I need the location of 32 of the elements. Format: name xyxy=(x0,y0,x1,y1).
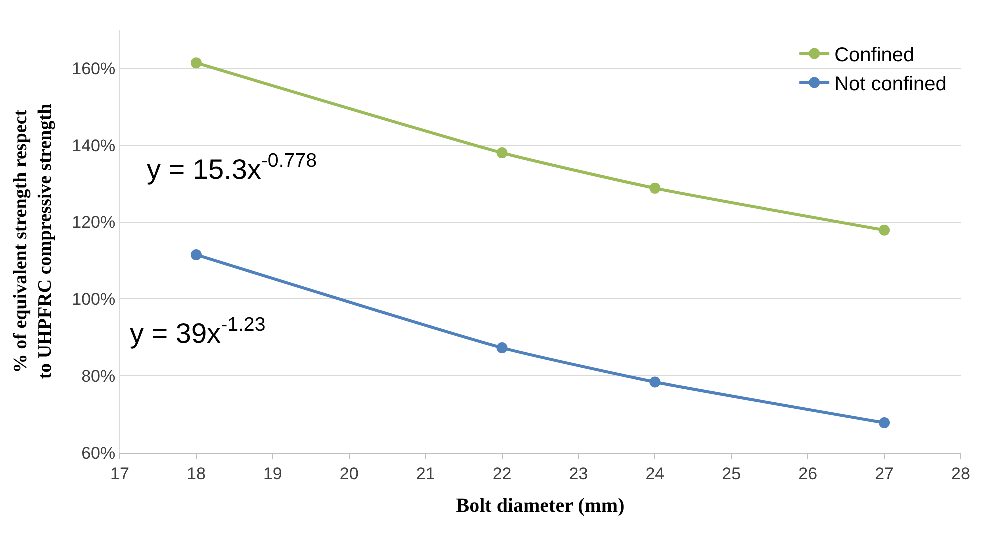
x-tick-label: 28 xyxy=(952,464,970,484)
y-tick-label: 100% xyxy=(72,290,116,310)
x-tick-label: 18 xyxy=(186,464,206,484)
y-axis-title: % of equivalent strength respect to UHPFRC compressive strength xyxy=(10,103,56,380)
x-tick-label: 27 xyxy=(875,464,894,484)
annotation: y = 39x$^{-1.23}$ xyxy=(130,314,266,349)
point xyxy=(879,224,890,236)
y-tick-label: 160% xyxy=(72,59,116,78)
point xyxy=(190,58,202,69)
x-tick-label: 23 xyxy=(569,464,588,484)
x-tick-label: 21 xyxy=(416,464,436,484)
y-tick-label: 140% xyxy=(72,136,116,156)
x-tick-label: 22 xyxy=(492,464,512,484)
point xyxy=(650,376,661,388)
point xyxy=(190,249,202,260)
point xyxy=(879,418,890,429)
point xyxy=(496,342,508,354)
x-axis-title: Bolt diameter (mm) xyxy=(456,494,625,517)
x-tick-label: 25 xyxy=(722,464,742,484)
y-tick-label: 120% xyxy=(72,213,116,232)
x-tick-label: 20 xyxy=(340,464,359,484)
x-tick-label: 19 xyxy=(263,464,282,484)
y-tick-label: 60% xyxy=(82,444,116,463)
y-tick-label: 80% xyxy=(82,367,116,386)
x-tick-label: 24 xyxy=(646,464,665,484)
x-tick-label: 17 xyxy=(110,464,130,484)
point xyxy=(496,148,508,159)
legend-label: Confined xyxy=(834,44,915,67)
annotation: y = 15.3x$^{-0.778}$ xyxy=(147,150,318,185)
legend-label: Not confined xyxy=(834,74,947,96)
x-tick-label: 26 xyxy=(798,464,818,484)
point xyxy=(650,182,661,194)
